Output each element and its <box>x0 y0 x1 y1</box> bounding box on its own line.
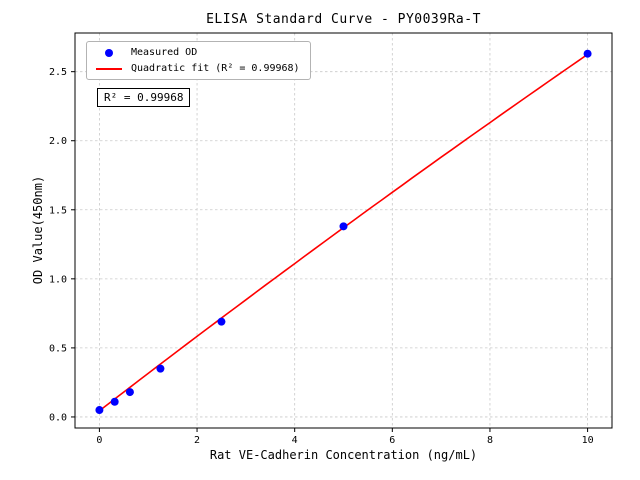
x-tick-label: 10 <box>582 435 594 446</box>
x-tick-label: 2 <box>194 435 200 446</box>
y-tick-label: 2.5 <box>49 67 67 78</box>
y-tick-label: 0.0 <box>49 412 67 423</box>
legend-item-measured-od: Measured OD <box>95 47 300 58</box>
data-point <box>110 397 119 406</box>
line-marker-icon <box>96 67 122 70</box>
data-point <box>217 317 226 326</box>
legend: Measured OD Quadratic fit (R² = 0.99968) <box>86 41 311 80</box>
data-point <box>156 364 165 373</box>
x-tick-label: 8 <box>487 435 493 446</box>
y-axis-label: OD Value(450nm) <box>31 175 45 285</box>
data-point <box>339 222 348 231</box>
x-axis-label: Rat VE-Cadherin Concentration (ng/mL) <box>209 448 478 462</box>
y-tick-label: 1.0 <box>49 274 67 285</box>
data-point <box>95 406 104 415</box>
data-point <box>125 388 134 397</box>
axes-frame <box>74 32 613 429</box>
scatter-marker-icon <box>105 48 113 57</box>
legend-item-quadratic-fit: Quadratic fit (R² = 0.99968) <box>95 63 300 74</box>
data-point <box>583 49 592 58</box>
legend-label-measured-od: Measured OD <box>131 47 198 58</box>
legend-label-quadratic-fit: Quadratic fit (R² = 0.99968) <box>131 63 300 74</box>
x-tick-label: 0 <box>96 435 102 446</box>
chart-title: ELISA Standard Curve - PY0039Ra-T <box>206 12 481 27</box>
r-squared-annotation: R² = 0.99968 <box>97 88 191 107</box>
x-tick-label: 4 <box>292 435 298 446</box>
y-tick-label: 0.5 <box>49 343 67 354</box>
x-tick-label: 6 <box>389 435 395 446</box>
y-tick-label: 1.5 <box>49 205 67 216</box>
quadratic-fit-line <box>98 53 589 412</box>
y-tick-label: 2.0 <box>49 136 67 147</box>
